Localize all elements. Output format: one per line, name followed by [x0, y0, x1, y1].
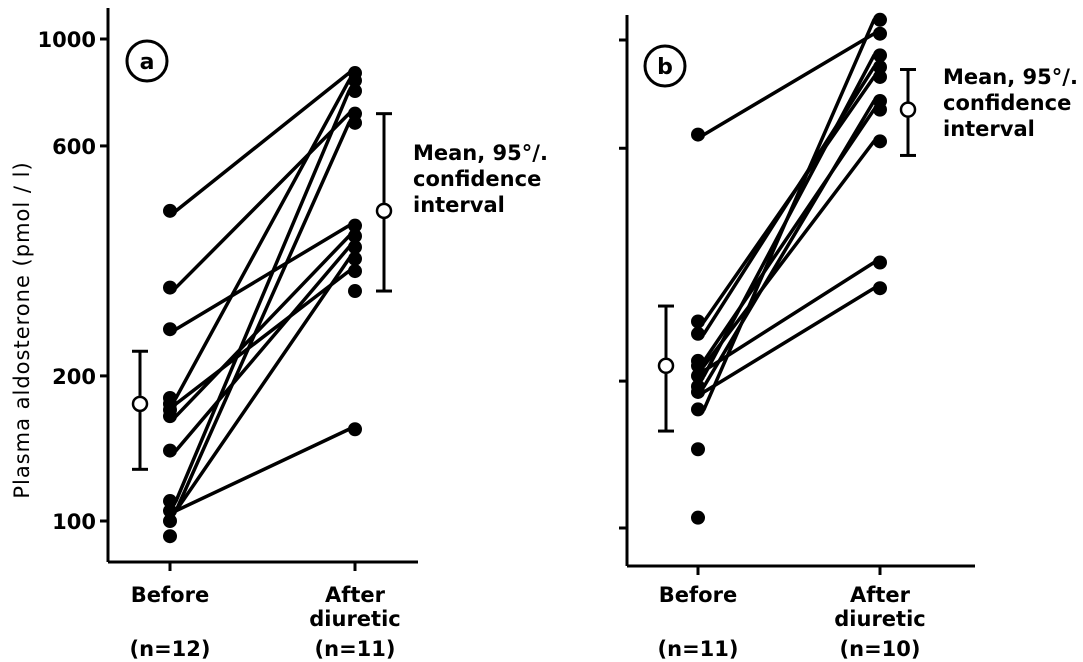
after-point	[348, 84, 362, 99]
pair-line	[702, 139, 876, 368]
n-label: (n=12)	[130, 637, 211, 661]
pair-line	[174, 269, 351, 406]
before-point	[163, 494, 177, 509]
after-point	[873, 102, 887, 117]
after-point	[873, 48, 887, 63]
before-point	[163, 409, 177, 424]
pair-line	[702, 99, 876, 389]
annotation-text: confidence	[413, 167, 541, 191]
before-point	[691, 384, 705, 399]
after-point	[348, 218, 362, 233]
after-point	[348, 229, 362, 244]
before-point	[163, 322, 177, 337]
mean-after-point	[899, 101, 917, 118]
after-point	[873, 12, 887, 27]
n-label: (n=11)	[658, 637, 739, 661]
before-point	[691, 314, 705, 329]
before-point	[691, 442, 705, 457]
n-label: (n=11)	[315, 637, 396, 661]
pair-line	[174, 234, 351, 418]
pair-line	[174, 111, 351, 290]
mean-before-point	[131, 395, 149, 413]
after-point	[873, 69, 887, 84]
before-point	[691, 510, 705, 525]
after-point	[873, 281, 887, 296]
after-point	[348, 422, 362, 437]
after-point	[348, 115, 362, 130]
after-point	[348, 251, 362, 266]
pair-line	[702, 18, 876, 412]
category-label: After	[325, 583, 386, 607]
before-point	[691, 368, 705, 383]
before-point	[691, 127, 705, 142]
after-point	[873, 134, 887, 149]
category-label: After	[850, 583, 911, 607]
pair-line	[174, 71, 351, 213]
y-axis-label: Plasma aldosterone (pmol / l)	[10, 161, 34, 498]
panel-letter-circle	[125, 39, 169, 83]
category-label: Before	[659, 583, 737, 607]
mean-after-point	[375, 202, 393, 220]
before-point	[691, 402, 705, 417]
after-point	[348, 73, 362, 88]
pair-line	[174, 427, 351, 513]
after-point	[873, 26, 887, 41]
after-point	[348, 240, 362, 255]
annotation-text: Mean, 95°/.	[943, 65, 1078, 89]
before-point	[163, 443, 177, 458]
annotation-text: interval	[413, 193, 505, 217]
category-label: diuretic	[309, 607, 400, 631]
before-point	[163, 503, 177, 518]
after-point	[348, 264, 362, 279]
mean-before-point	[657, 357, 675, 375]
category-label: diuretic	[834, 607, 925, 631]
pair-line	[174, 78, 351, 400]
y-tick-label: 1000	[38, 28, 96, 52]
annotation-text: Mean, 95°/.	[413, 141, 548, 165]
pair-line	[702, 31, 876, 137]
before-point	[691, 358, 705, 373]
after-point	[873, 255, 887, 270]
y-tick-label: 100	[52, 510, 96, 534]
before-point	[691, 326, 705, 341]
pair-line	[702, 260, 876, 373]
y-tick-label: 600	[52, 135, 96, 159]
before-point	[163, 529, 177, 544]
pair-line	[174, 121, 351, 513]
pair-line	[702, 286, 876, 394]
pair-line	[702, 107, 876, 363]
after-point	[873, 60, 887, 75]
before-point	[163, 514, 177, 528]
annotation-text: confidence	[943, 91, 1071, 115]
panel-letter: b	[657, 55, 673, 80]
category-label: Before	[131, 583, 209, 607]
before-point	[163, 280, 177, 295]
panel-letter-circle	[643, 44, 687, 88]
before-point	[163, 203, 177, 218]
pair-line	[174, 223, 351, 331]
n-label: (n=10)	[840, 637, 921, 661]
pair-line	[174, 245, 351, 453]
panel-letter: a	[140, 50, 155, 75]
pair-line	[174, 257, 351, 513]
annotation-text: interval	[943, 117, 1035, 141]
pair-line	[174, 89, 351, 503]
after-point	[348, 284, 362, 299]
y-tick-label: 200	[52, 365, 96, 389]
